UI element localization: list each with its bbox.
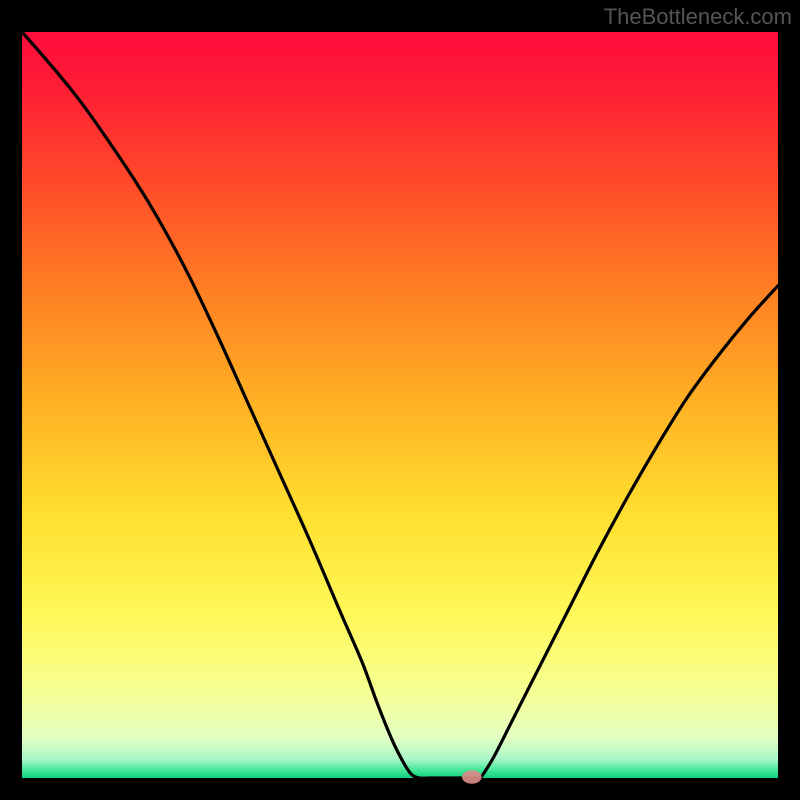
plot-background (22, 32, 778, 778)
bottleneck-curve-chart (0, 0, 800, 800)
chart-container: TheBottleneck.com (0, 0, 800, 800)
optimal-point-marker (462, 770, 482, 783)
watermark-text: TheBottleneck.com (604, 4, 792, 30)
